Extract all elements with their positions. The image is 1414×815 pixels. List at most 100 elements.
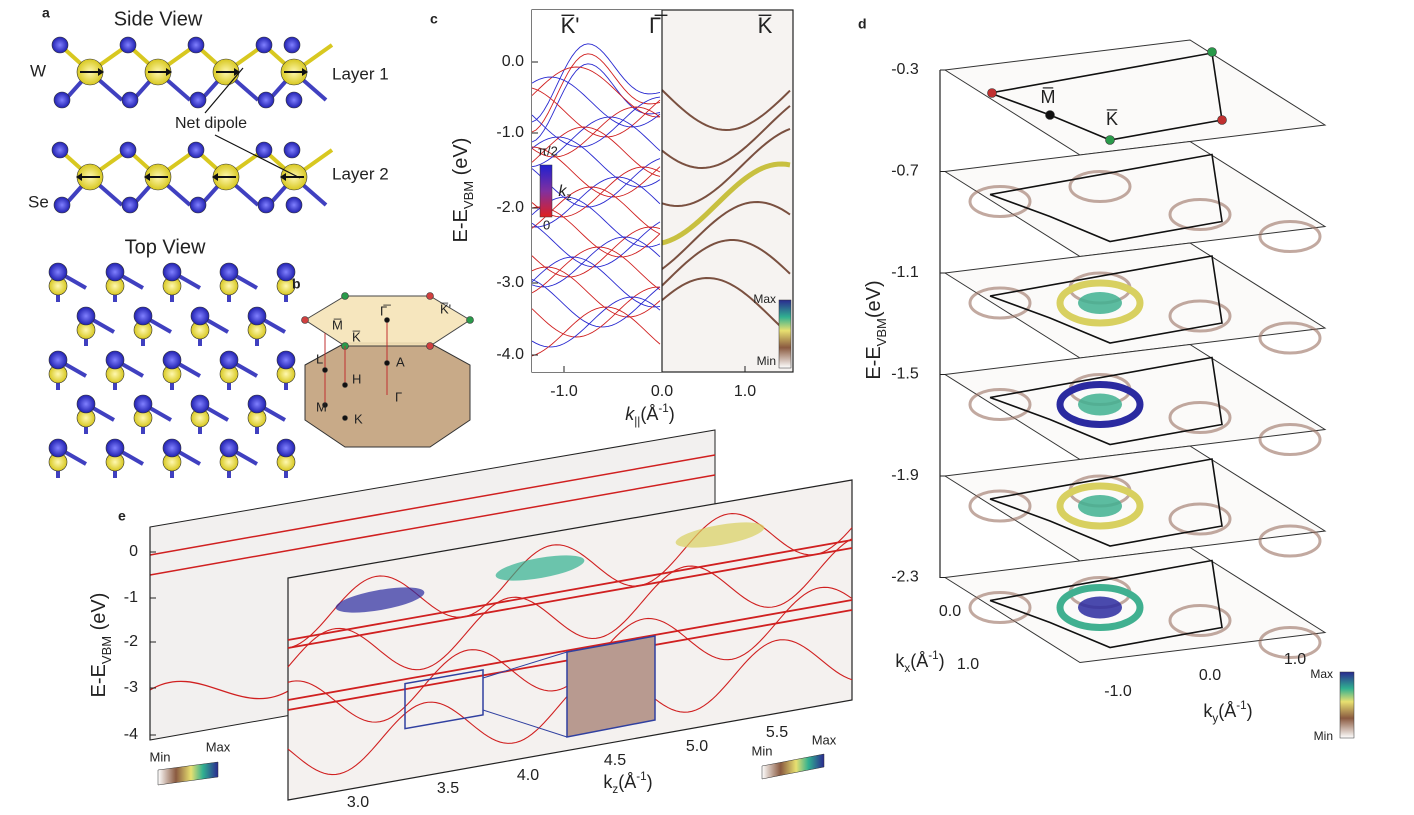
pointer [214,134,301,179]
y-tick-label: -2 [124,633,138,650]
colorbar-label: Min [752,743,773,758]
ce-contour [1168,401,1232,434]
se-atom [219,438,239,458]
se-atom [257,91,275,109]
bz-corner [341,292,349,300]
band-line [531,286,661,338]
bz-point [987,88,997,98]
bz-point-label: Γ̅ [380,303,391,318]
band-line [531,66,661,118]
se-atom [48,438,68,458]
label-part: -1 [658,402,668,415]
ce-contour [1258,626,1322,659]
atom-label: Se [28,192,49,211]
se-atom [133,394,153,414]
ce-contour [1168,604,1232,637]
label-part: ) [1247,701,1253,721]
se-atom [247,306,267,326]
label-part: k [895,651,905,671]
colorbar-label: 0 [543,217,550,232]
bz-corner [301,316,309,324]
colorbar-label: Max [206,739,231,754]
ky-tick-label: -1.0 [1104,683,1132,700]
pointer [204,67,244,114]
label-part: y [1212,712,1218,725]
energy-label: -2.3 [891,569,919,586]
colorbar-right [761,753,825,780]
ce-contour [1258,321,1322,355]
colorbar-label: Max [753,292,776,306]
label-part: ) [647,772,653,792]
arrow-head [212,173,218,181]
bz-hexagon [989,559,1223,649]
calc-band [287,599,853,701]
se-atom [276,350,296,370]
ce-intensity [1078,292,1122,314]
se-atom [257,196,275,214]
layer-label: Layer 2 [332,164,389,183]
band-line [531,246,661,294]
label-part: k [1203,701,1213,721]
kz-tick-label: 3.5 [437,780,459,797]
arrow-head [166,68,172,76]
bz-point-label: K̅ [352,329,361,344]
band-line [531,76,661,128]
label-part: E-E [450,209,472,242]
inset-zoom [566,635,656,738]
calc-band [287,538,853,671]
y-tick-label: -2.0 [496,199,524,216]
ce-plane [943,445,1327,562]
label-part: x [904,662,910,675]
energy-label: -1.1 [891,264,919,281]
band-line [531,186,661,235]
front-plane [287,479,853,801]
bz-point-label: M [316,399,327,414]
y-tick-label: 0.0 [502,53,524,70]
bz-hexagon [989,52,1223,141]
colorbar-label: Max [1310,667,1333,681]
bz-point-label: H [352,371,361,386]
kz-tick-label: 5.5 [766,724,788,741]
arpes-band [661,105,791,170]
bz-point [322,402,328,408]
ce-plane [943,39,1327,156]
energy-label: -0.7 [891,163,919,180]
bz-point-label: Γ [395,389,402,404]
label-part: k [558,183,567,200]
y-tick-label: -3.0 [496,274,524,291]
label-part: E-E [863,346,885,379]
ce-contour [1068,170,1132,203]
y-axis-label: E-EVBM (eV) [88,593,114,698]
se-atom [219,350,239,370]
ky-axis-label: ky(Å-1) [1203,699,1252,725]
colorbar-label: Min [1314,729,1333,743]
y-tick-label: -4.0 [496,346,524,363]
arpes-intensity [495,555,585,581]
ce-contour [968,489,1032,523]
label-part: z [612,783,618,796]
se-atom [285,91,303,109]
ce-contour [1168,299,1232,333]
band-line [531,206,661,258]
ce-intensity [1056,279,1144,327]
kz-tick-label: 4.0 [517,767,539,784]
bz-point [384,360,390,366]
band-line [531,136,661,188]
band-line [531,53,661,133]
colorbar-title: kz [558,183,571,203]
se-atom [121,196,139,214]
colorbar-label: Max [812,732,837,747]
label-part: (eV) [450,138,472,181]
band-line [531,63,661,143]
layer-label: Layer 1 [332,64,389,83]
arpes-band [661,239,791,287]
label-part: (Å [618,772,636,792]
arpes-band [661,89,791,132]
se-atom [76,394,96,414]
calc-band [287,539,853,641]
calc-band [287,547,853,649]
ce-contour [1168,502,1232,536]
inset-connector [482,651,568,679]
bz-point [1045,110,1055,120]
se-atom [189,196,207,214]
